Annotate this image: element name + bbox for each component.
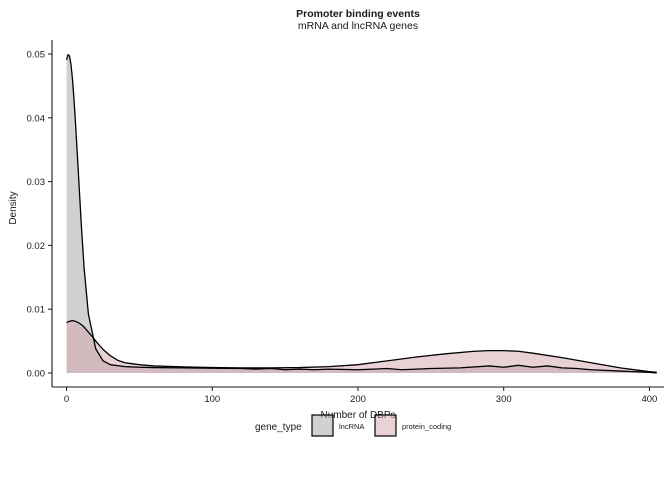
chart-title: Promoter binding events	[296, 8, 420, 20]
legend-key-protein-coding	[374, 414, 397, 437]
y-tick-label: 0.05	[27, 50, 46, 61]
x-tick-label: 100	[204, 394, 220, 405]
area-protein-coding	[66, 320, 657, 373]
x-ticks: 0 100 200 300 400	[64, 387, 657, 405]
x-axis-title: Number of DBPs	[320, 410, 395, 421]
series-layer	[65, 54, 657, 374]
x-tick-label: 200	[350, 394, 366, 405]
y-tick-label: 0.03	[27, 177, 46, 188]
legend-key-lncrna	[311, 414, 334, 437]
y-ticks: 0.00 0.01 0.02 0.03 0.04 0.05	[27, 50, 52, 379]
y-tick-label: 0.04	[27, 113, 46, 124]
legend: gene_type lncRNA protein_coding	[255, 414, 451, 437]
density-line-protein-coding	[66, 320, 657, 373]
x-tick-label: 0	[64, 394, 69, 405]
y-tick-label: 0.01	[27, 305, 46, 316]
x-tick-label: 400	[641, 394, 657, 405]
area-lncrna	[66, 54, 657, 373]
legend-label-lncrna: lncRNA	[339, 422, 364, 431]
y-axis-title: Density	[8, 191, 19, 224]
chart-subtitle: mRNA and lncRNA genes	[298, 20, 418, 32]
y-tick-label: 0.00	[27, 368, 46, 379]
density-line-lncrna	[65, 54, 657, 374]
x-tick-label: 300	[496, 394, 512, 405]
y-tick-label: 0.02	[27, 241, 46, 252]
legend-title: gene_type	[255, 422, 302, 433]
legend-label-protein-coding: protein_coding	[402, 422, 451, 431]
